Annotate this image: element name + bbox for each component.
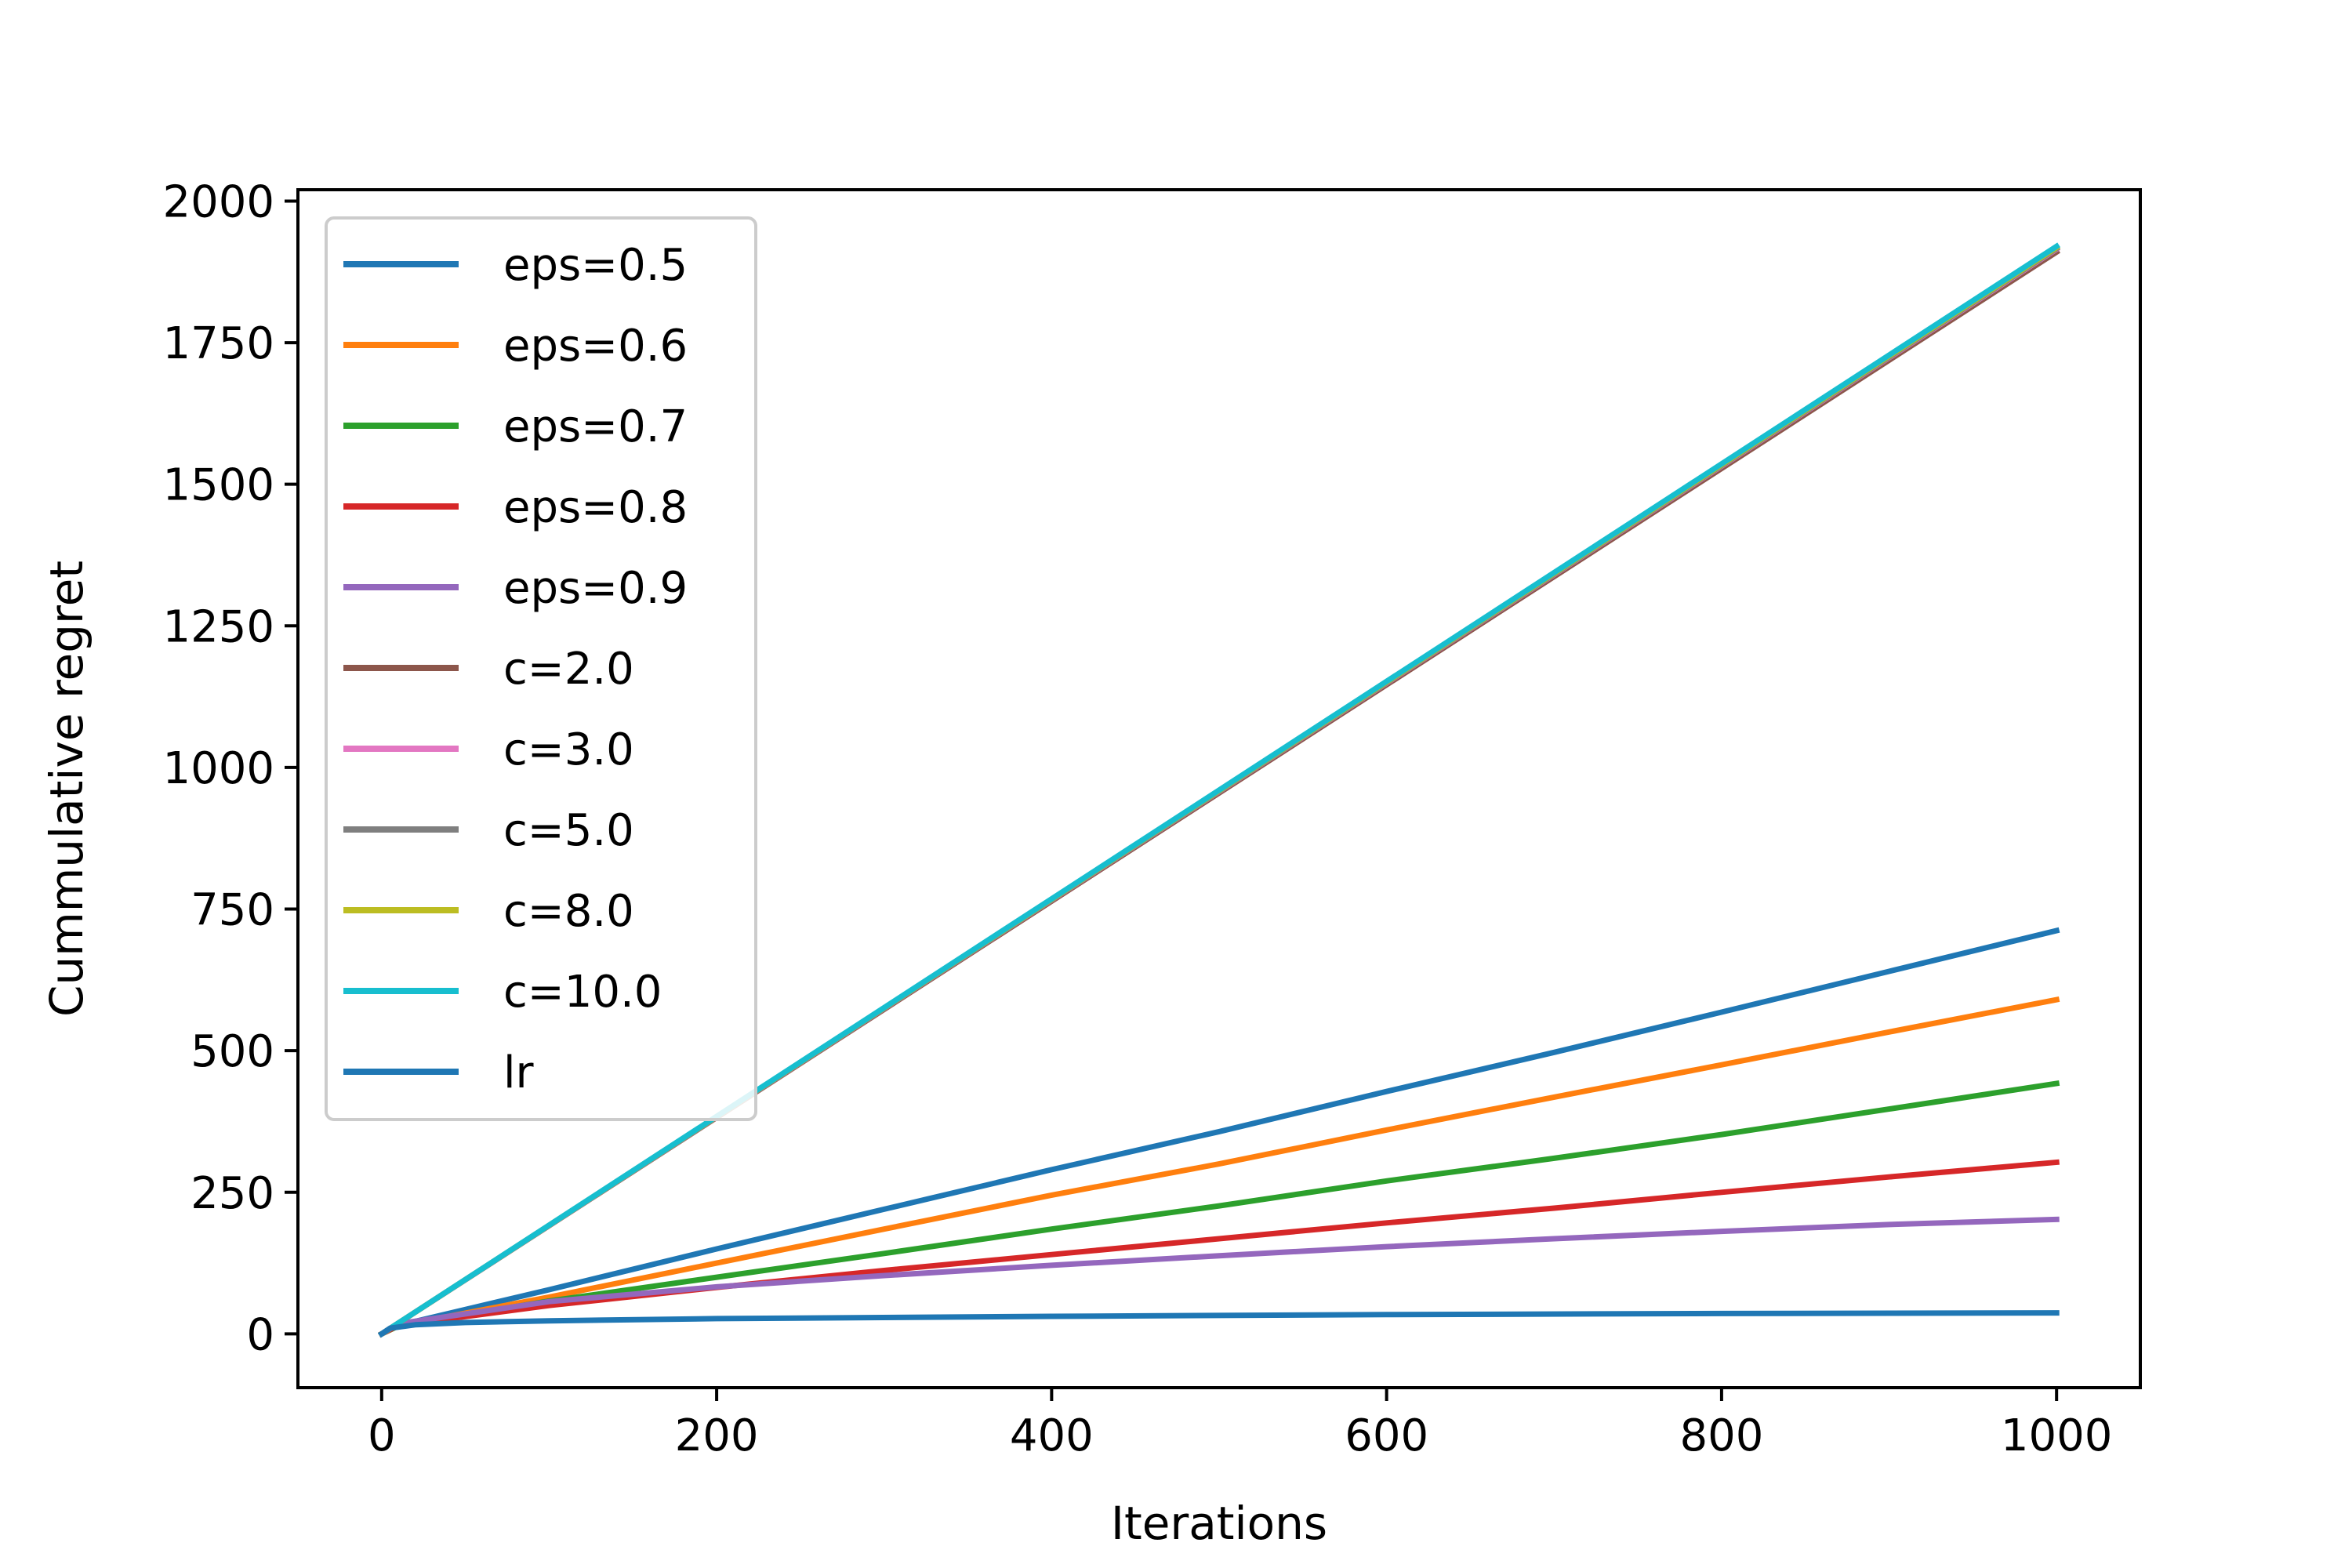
- y-axis: 0 250 500 750 1000 1250 1500 1750 2000: [162, 176, 298, 1360]
- series-line-eps=0.6: [378, 996, 2060, 1338]
- legend-label-eps=0.7: eps=0.7: [503, 401, 688, 452]
- series-line-eps=0.8: [378, 1159, 2060, 1338]
- legend-label-eps=0.9: eps=0.9: [503, 563, 688, 614]
- series-line-c=10.0: [377, 242, 2061, 1338]
- legend-label-c=10.0: c=10.0: [503, 967, 662, 1018]
- y-tick-label: 1000: [162, 743, 274, 794]
- y-tick-label: 500: [191, 1026, 274, 1077]
- legend-label-c=2.0: c=2.0: [503, 644, 634, 695]
- x-tick-label: 200: [675, 1410, 759, 1461]
- x-tick-label: 800: [1679, 1410, 1763, 1461]
- legend-label-c=8.0: c=8.0: [503, 886, 634, 937]
- y-tick-label: 1250: [162, 601, 274, 652]
- legend-frame: [325, 216, 757, 1121]
- legend-label-eps=0.6: eps=0.6: [503, 321, 688, 372]
- x-tick-label: 400: [1010, 1410, 1094, 1461]
- series-layer: [377, 242, 2061, 1338]
- series-line-lr: [377, 1310, 2060, 1338]
- x-axis-title: Iterations: [1111, 1497, 1327, 1550]
- legend-items: eps=0.5 eps=0.6 eps=0.7 eps=0.8 eps=0.9 c=2.0…: [343, 240, 688, 1098]
- legend-label-eps=0.8: eps=0.8: [503, 482, 688, 533]
- legend-label-c=3.0: c=3.0: [503, 724, 634, 775]
- y-tick-label: 1750: [162, 318, 274, 369]
- y-tick-label: 1500: [162, 460, 274, 511]
- series-line-eps=0.5: [378, 927, 2060, 1338]
- y-tick-label: 2000: [162, 176, 274, 227]
- x-tick-label: 0: [368, 1410, 396, 1461]
- y-tick-label: 250: [191, 1168, 274, 1219]
- y-tick-label: 0: [246, 1309, 274, 1360]
- series-line-eps=0.9: [377, 1216, 2060, 1338]
- x-tick-label: 1000: [2001, 1410, 2113, 1461]
- plot-frame: [296, 188, 2142, 1389]
- y-tick-label: 750: [191, 885, 274, 936]
- legend-label-lr: lr: [503, 1047, 535, 1098]
- x-tick-label: 600: [1345, 1410, 1428, 1461]
- x-axis: 0 200 400 600 800 1000: [368, 1388, 2112, 1461]
- legend-label-eps=0.5: eps=0.5: [503, 240, 688, 291]
- legend-label-c=5.0: c=5.0: [503, 805, 634, 856]
- y-axis-title: Cummulative regret: [40, 561, 93, 1017]
- legend: eps=0.5 eps=0.6 eps=0.7 eps=0.8 eps=0.9 c=2.0…: [325, 216, 757, 1121]
